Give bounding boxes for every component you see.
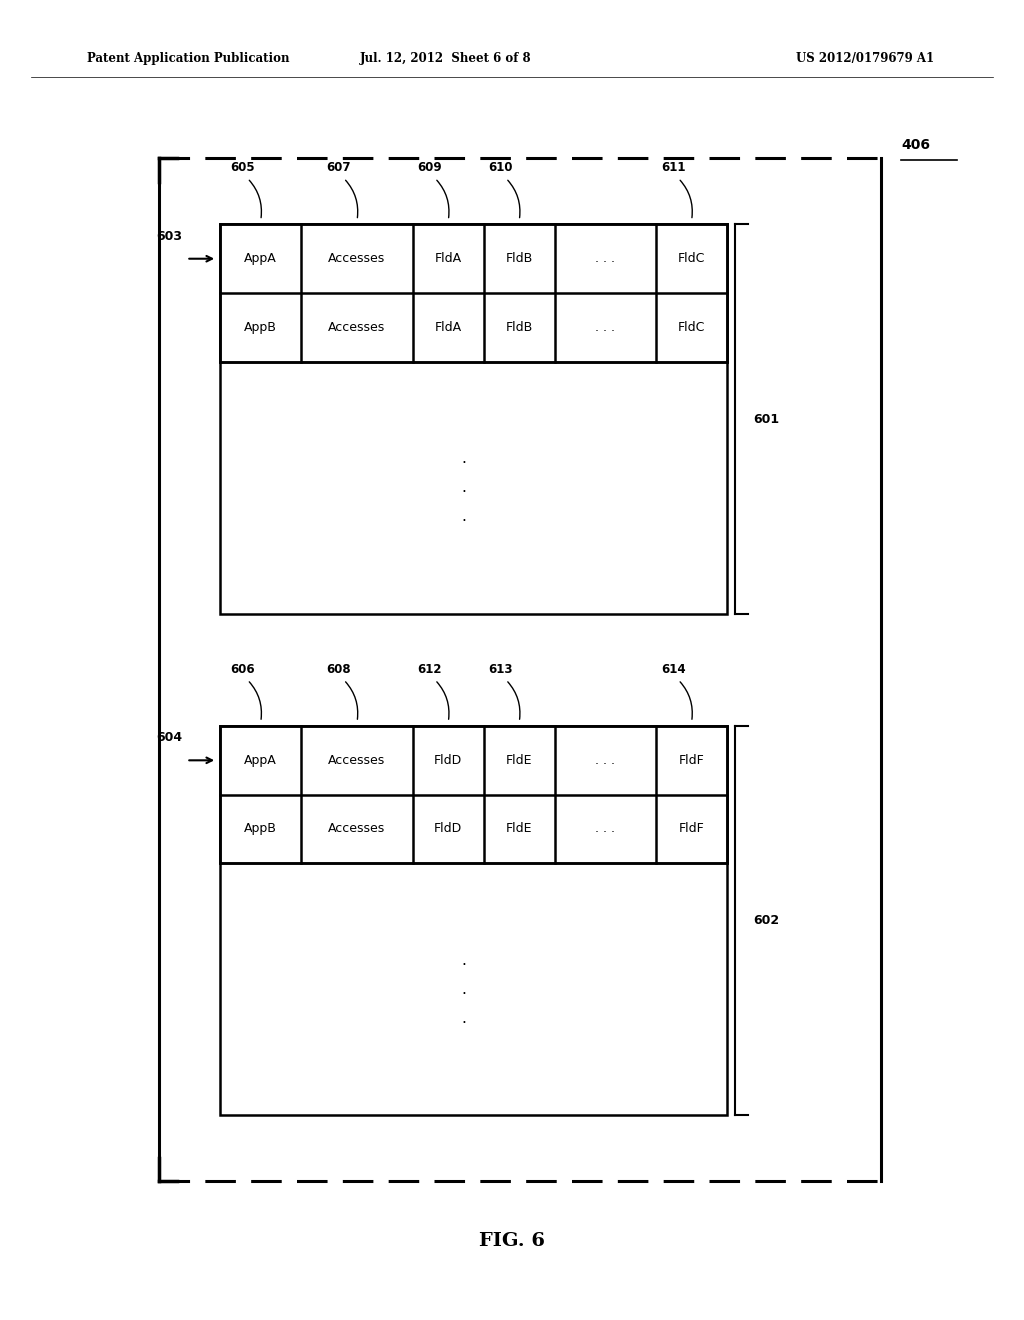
Text: 602: 602 (754, 915, 780, 927)
Text: 603: 603 (157, 230, 182, 243)
Text: FldE: FldE (506, 822, 532, 836)
Text: Accesses: Accesses (329, 754, 386, 767)
Text: FldF: FldF (679, 822, 705, 836)
Text: FIG. 6: FIG. 6 (479, 1232, 545, 1250)
Text: . . .: . . . (595, 252, 615, 265)
Text: . . .: . . . (595, 321, 615, 334)
Text: AppB: AppB (245, 822, 278, 836)
Text: 406: 406 (901, 137, 930, 152)
Text: 607: 607 (327, 161, 351, 174)
Text: 608: 608 (327, 663, 351, 676)
Text: US 2012/0179679 A1: US 2012/0179679 A1 (797, 51, 934, 65)
Text: 610: 610 (488, 161, 513, 174)
Bar (220, 224, 727, 362)
Text: AppA: AppA (245, 754, 278, 767)
Text: 612: 612 (418, 663, 442, 676)
Text: . . .: . . . (595, 754, 615, 767)
Text: .: . (461, 1011, 466, 1026)
Text: 611: 611 (660, 161, 685, 174)
Bar (220, 726, 727, 863)
Bar (220, 726, 727, 1115)
Text: 614: 614 (660, 663, 685, 676)
Text: FldC: FldC (678, 321, 706, 334)
Text: Accesses: Accesses (329, 252, 386, 265)
Text: FldE: FldE (506, 754, 532, 767)
Text: Accesses: Accesses (329, 321, 386, 334)
Text: FldB: FldB (506, 321, 532, 334)
Text: AppB: AppB (245, 321, 278, 334)
Text: 609: 609 (418, 161, 442, 174)
Text: .: . (461, 982, 466, 997)
Text: 604: 604 (156, 731, 182, 744)
Text: 606: 606 (230, 663, 255, 676)
Text: Accesses: Accesses (329, 822, 386, 836)
Text: FldC: FldC (678, 252, 706, 265)
Text: Patent Application Publication: Patent Application Publication (87, 51, 290, 65)
Text: FldF: FldF (679, 754, 705, 767)
Text: FldD: FldD (434, 822, 463, 836)
Text: Jul. 12, 2012  Sheet 6 of 8: Jul. 12, 2012 Sheet 6 of 8 (359, 51, 531, 65)
Text: FldA: FldA (435, 252, 462, 265)
Text: . . .: . . . (595, 822, 615, 836)
Text: 613: 613 (488, 663, 513, 676)
Bar (220, 224, 727, 614)
Text: 601: 601 (754, 413, 780, 425)
Text: .: . (461, 510, 466, 524)
Text: AppA: AppA (245, 252, 278, 265)
Text: .: . (461, 480, 466, 495)
Text: .: . (461, 953, 466, 968)
Text: .: . (461, 451, 466, 466)
Text: 605: 605 (230, 161, 255, 174)
Text: FldB: FldB (506, 252, 532, 265)
Text: FldD: FldD (434, 754, 463, 767)
Text: FldA: FldA (435, 321, 462, 334)
